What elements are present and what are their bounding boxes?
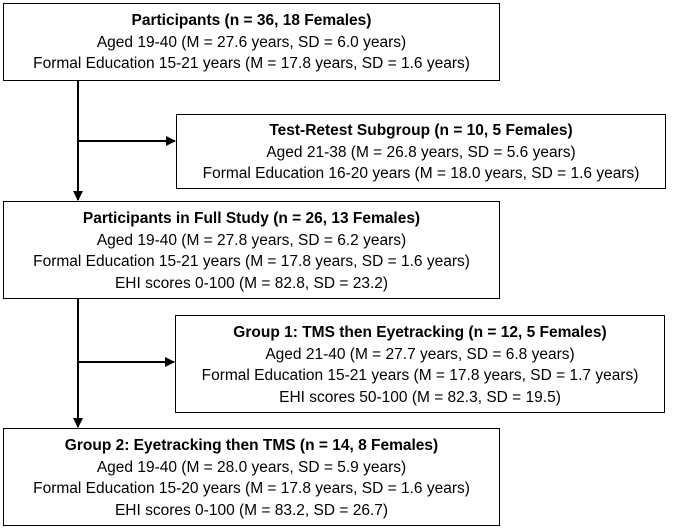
group2-education: Formal Education 15-20 years (M = 17.8 y… bbox=[33, 480, 470, 497]
group2-title: Group 2: Eyetracking then TMS (n = 14, 8… bbox=[64, 437, 439, 454]
group2-box: Group 2: Eyetracking then TMS (n = 14, 8… bbox=[3, 428, 500, 526]
full-study-age: Aged 19-40 (M = 27.8 years, SD = 6.2 yea… bbox=[96, 231, 407, 249]
group1-age: Aged 21-40 (M = 27.7 years, SD = 6.8 yea… bbox=[265, 345, 575, 363]
full-study-ehi: EHI scores 0-100 (M = 82.8, SD = 23.2) bbox=[114, 274, 389, 292]
retest-education: Formal Education 16-20 years (M = 18.0 y… bbox=[202, 165, 640, 182]
group1-title: Group 1: TMS then Eyetracking (n = 12, 5… bbox=[233, 324, 607, 341]
retest-age: Aged 21-38 (M = 26.8 years, SD = 5.6 yea… bbox=[266, 143, 576, 161]
full-study-title: Participants in Full Study (n = 26, 13 F… bbox=[82, 210, 421, 227]
full-study-box: Participants in Full Study (n = 26, 13 F… bbox=[3, 201, 500, 299]
participants-age: Aged 19-40 (M = 27.6 years, SD = 6.0 yea… bbox=[96, 33, 407, 51]
group2-age: Aged 19-40 (M = 28.0 years, SD = 5.9 yea… bbox=[96, 458, 407, 476]
group2-ehi: EHI scores 0-100 (M = 83.2, SD = 26.7) bbox=[114, 501, 389, 519]
group1-ehi: EHI scores 50-100 (M = 82.3, SD = 19.5) bbox=[279, 388, 561, 406]
participants-box: Participants (n = 36, 18 Females) Aged 1… bbox=[3, 3, 500, 81]
participants-title: Participants (n = 36, 18 Females) bbox=[131, 12, 372, 29]
group1-box: Group 1: TMS then Eyetracking (n = 12, 5… bbox=[175, 315, 665, 413]
retest-subgroup-box: Test-Retest Subgroup (n = 10, 5 Females)… bbox=[176, 114, 666, 189]
retest-title: Test-Retest Subgroup (n = 10, 5 Females) bbox=[269, 122, 573, 139]
full-study-education: Formal Education 15-21 years (M = 17.8 y… bbox=[33, 253, 470, 270]
group1-education: Formal Education 15-21 years (M = 17.8 y… bbox=[201, 367, 639, 384]
participants-education: Formal Education 15-21 years (M = 17.8 y… bbox=[33, 55, 470, 72]
